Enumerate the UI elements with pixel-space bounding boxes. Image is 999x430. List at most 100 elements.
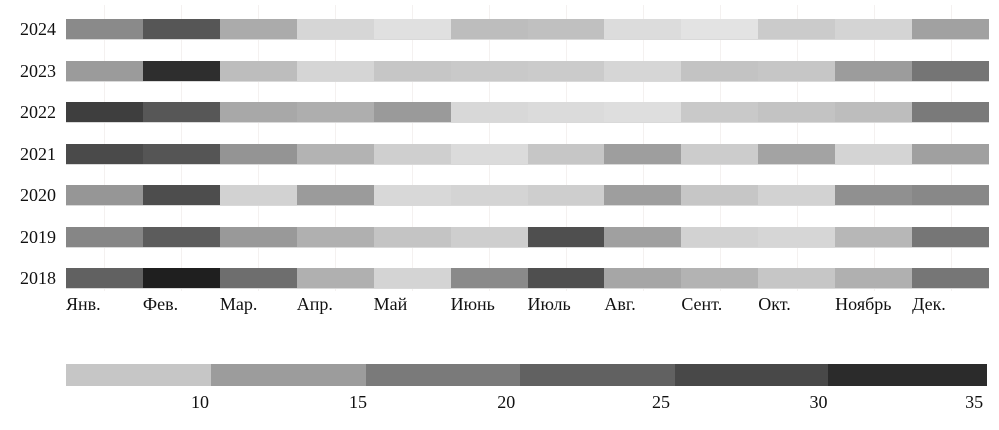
heat-cell	[142, 226, 220, 247]
heat-cell	[66, 19, 143, 39]
heat-cell	[758, 19, 836, 39]
heat-cell	[912, 102, 990, 122]
month-label: Сент.	[681, 294, 723, 314]
heat-cell	[835, 185, 913, 205]
color-legend-tick-labels: 10 15 20 25 30 35	[66, 392, 987, 416]
heat-cell	[604, 268, 682, 288]
heat-cell	[527, 185, 605, 205]
month-label: Ноябрь	[835, 294, 892, 314]
heat-cell	[219, 143, 297, 164]
heat-cell	[142, 185, 220, 205]
heat-cell	[219, 60, 297, 81]
heat-cell	[450, 143, 528, 164]
heat-cell	[912, 185, 990, 205]
heat-cell	[66, 268, 143, 288]
month-label: Май	[373, 294, 408, 314]
heat-row	[66, 268, 990, 288]
heat-cell	[66, 226, 143, 247]
month-label: Авг.	[604, 294, 636, 314]
year-label: 2019	[20, 226, 56, 247]
heat-cell	[450, 185, 528, 205]
heat-cell	[296, 60, 374, 81]
heat-cell	[604, 19, 682, 39]
heat-cell	[373, 19, 451, 39]
month-label: Апр.	[296, 294, 333, 314]
month-label: Дек.	[912, 294, 946, 314]
heat-cell	[912, 19, 990, 39]
heat-cell	[604, 226, 682, 247]
legend-tick-label: 35	[965, 392, 984, 412]
heat-cell	[450, 268, 528, 288]
heat-cell	[450, 102, 528, 122]
heat-row	[66, 143, 990, 164]
heat-cell	[373, 185, 451, 205]
heat-cell	[758, 143, 836, 164]
heat-cell	[758, 60, 836, 81]
heat-cell	[835, 143, 913, 164]
year-label: 2021	[20, 143, 56, 164]
color-legend-bar	[66, 364, 987, 386]
heat-cell	[66, 185, 143, 205]
heat-cell	[296, 102, 374, 122]
heat-cell	[604, 185, 682, 205]
heat-cell	[373, 268, 451, 288]
heat-cell	[527, 60, 605, 81]
heat-row	[66, 185, 990, 205]
heat-cell	[912, 143, 990, 164]
heat-cell	[219, 102, 297, 122]
heat-cell	[142, 60, 220, 81]
legend-tick-label: 20	[497, 392, 516, 412]
heat-row	[66, 102, 990, 122]
heat-cell	[450, 60, 528, 81]
heat-cell	[296, 143, 374, 164]
heat-cell	[604, 60, 682, 81]
heatmap-rows	[66, 19, 990, 289]
heat-cell	[681, 226, 759, 247]
heat-cell	[142, 143, 220, 164]
heat-cell	[450, 226, 528, 247]
year-label: 2020	[20, 185, 56, 205]
heat-cell	[527, 143, 605, 164]
legend-tick-label: 10	[191, 392, 209, 412]
heat-cell	[450, 19, 528, 39]
month-label: Окт.	[758, 294, 791, 314]
heat-cell	[835, 268, 913, 288]
heat-cell	[527, 226, 605, 247]
heat-cell	[758, 185, 836, 205]
x-axis-month-labels: Янв. Фев. Мар. Апр. Май Июнь Июль Авг. Сент. Окт.…	[66, 294, 989, 318]
heat-row	[66, 60, 990, 81]
legend-tick-label: 15	[348, 392, 367, 412]
heat-cell	[373, 60, 451, 81]
heat-cell	[681, 185, 759, 205]
heat-cell	[681, 143, 759, 164]
heat-cell	[835, 19, 913, 39]
heat-cell	[66, 143, 143, 164]
heat-cell	[66, 102, 143, 122]
legend-band	[210, 364, 366, 386]
heat-cell	[219, 226, 297, 247]
heat-cell	[758, 268, 836, 288]
heat-cell	[758, 102, 836, 122]
heat-cell	[219, 268, 297, 288]
heat-cell	[219, 185, 297, 205]
heat-cell	[527, 268, 605, 288]
heat-cell	[66, 60, 143, 81]
month-label: Мар.	[219, 294, 258, 314]
legend-band	[674, 364, 828, 386]
legend-band	[365, 364, 521, 386]
legend-tick-label: 25	[651, 392, 670, 412]
year-label: 2022	[20, 102, 56, 122]
heat-cell	[681, 60, 759, 81]
heat-cell	[604, 102, 682, 122]
heat-cell	[142, 19, 220, 39]
heat-cell	[758, 226, 836, 247]
heat-cell	[912, 268, 990, 288]
heat-cell	[373, 226, 451, 247]
heat-cell	[527, 19, 605, 39]
legend-band	[520, 364, 675, 386]
heat-cell	[373, 102, 451, 122]
month-label: Фев.	[142, 294, 179, 314]
heat-cell	[142, 102, 220, 122]
month-label: Июнь	[450, 294, 495, 314]
year-label: 2018	[20, 268, 56, 288]
